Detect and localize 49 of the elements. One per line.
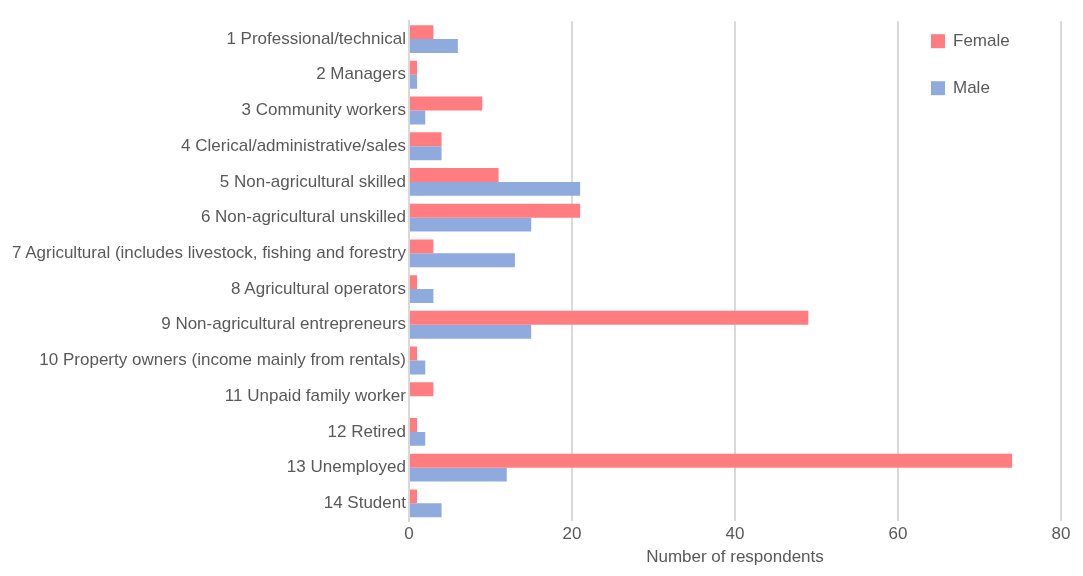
bar: [409, 96, 483, 111]
bar: [409, 146, 442, 161]
y-tick-label: 5 Non-agricultural skilled: [219, 171, 406, 191]
x-tick-label: 60: [888, 524, 908, 544]
y-tick-label: 3 Community workers: [241, 100, 406, 120]
y-tick-label: 8 Agricultural operators: [231, 278, 406, 298]
bar: [409, 346, 418, 361]
y-tick-label: 6 Non-agricultural unskilled: [200, 207, 406, 227]
bar: [409, 489, 418, 504]
bar: [409, 39, 458, 53]
y-tick-label: 1 Professional/technical: [226, 28, 406, 48]
bar: [409, 25, 434, 40]
bar: [409, 453, 1013, 468]
y-tick-label: 2 Managers: [316, 64, 406, 84]
x-tick-label: 40: [725, 524, 745, 544]
y-tick-label: 4 Clerical/administrative/sales: [181, 135, 406, 155]
bar: [409, 253, 515, 268]
bar: [409, 417, 418, 432]
legend-label: Female: [953, 30, 1010, 50]
bar: [409, 132, 442, 147]
bar: [409, 289, 434, 303]
bar: [409, 382, 434, 397]
y-tick-label: 9 Non-agricultural entrepreneurs: [161, 314, 406, 334]
bar: [409, 239, 434, 254]
x-tick-label: 0: [404, 524, 414, 544]
bar: [409, 324, 532, 339]
x-tick-label: 80: [1051, 524, 1071, 544]
bar: [409, 503, 442, 518]
bar: [409, 74, 418, 89]
bar: [409, 360, 426, 375]
x-axis-title: Number of respondents: [646, 547, 824, 567]
bar: [409, 110, 426, 125]
bar: [409, 431, 426, 446]
bar: [409, 275, 418, 290]
y-tick-label: 7 Agricultural (includes livestock, fishing and forestry: [11, 243, 407, 263]
y-tick-label: 11 Unpaid family worker: [224, 385, 407, 405]
y-tick-label: 14 Student: [323, 493, 407, 513]
bar: [409, 60, 418, 75]
bar: [409, 467, 507, 482]
bar: [409, 167, 499, 182]
bar: [409, 217, 532, 232]
y-tick-label: 10 Property owners (income mainly from rentals): [39, 350, 406, 370]
bar: [409, 310, 809, 325]
bar: [409, 181, 581, 196]
legend-label: Male: [953, 77, 990, 97]
y-tick-label: 12 Retired: [327, 421, 406, 441]
y-tick-label: 13 Unemployed: [286, 457, 406, 477]
x-tick-label: 20: [562, 524, 582, 544]
bar: [409, 203, 581, 218]
